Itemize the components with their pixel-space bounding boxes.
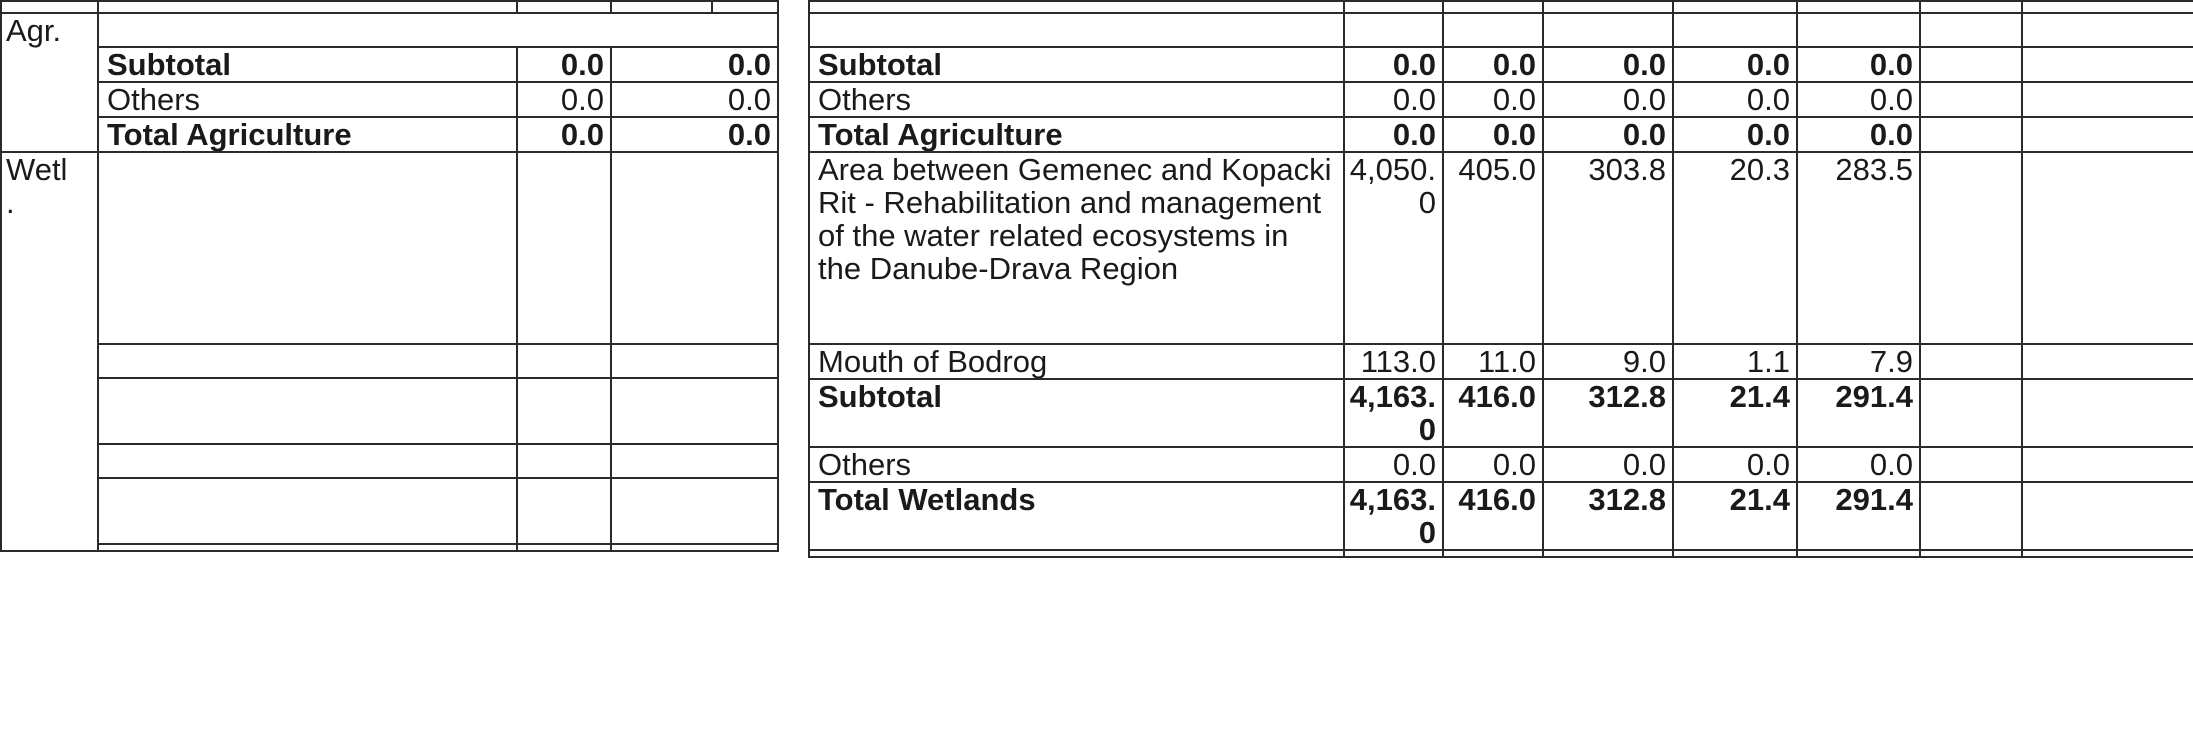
table-row bbox=[1, 343, 779, 379]
value-cell: 0.0 bbox=[1796, 81, 1921, 118]
value-cell: 283.5 bbox=[1796, 151, 1921, 345]
value-cell: 4,050. 0 bbox=[1343, 151, 1444, 345]
value-cell: 312.8 bbox=[1542, 378, 1674, 448]
table-row bbox=[1, 477, 779, 545]
table-row bbox=[1, 443, 779, 479]
table-row bbox=[0, 0, 779, 14]
section-label-wetl: Wetl . bbox=[0, 151, 99, 552]
table-row: Total Agriculture 0.0 0.0 0.0 0.0 0.0 bbox=[808, 116, 2193, 153]
table-row: Subtotal 0.0 0.0 0.0 0.0 0.0 bbox=[808, 46, 2193, 83]
value-cell: 9.0 bbox=[1542, 343, 1674, 380]
value-cell: 0.0 bbox=[1542, 446, 1674, 483]
value-cell: 303.8 bbox=[1542, 151, 1674, 345]
table-row: Others 0.0 0.0 bbox=[1, 81, 779, 118]
row-label: Others bbox=[808, 446, 1345, 483]
value-cell: 0.0 bbox=[1442, 116, 1544, 153]
value-cell: 0.0 bbox=[1343, 446, 1444, 483]
table-row: Area between Gemenec and Kopacki Rit - R… bbox=[808, 151, 2193, 345]
table-row: Subtotal 4,163. 0 416.0 312.8 21.4 291.4 bbox=[808, 378, 2193, 448]
value-cell: 4,163. 0 bbox=[1343, 378, 1444, 448]
value-cell: 291.4 bbox=[1796, 481, 1921, 551]
table-row: Total Agriculture 0.0 0.0 bbox=[1, 116, 779, 153]
row-label: Others bbox=[97, 81, 518, 118]
table-row bbox=[808, 549, 2193, 558]
table-row: Agr. bbox=[0, 12, 779, 153]
value-cell: 0.0 bbox=[1442, 81, 1544, 118]
value-cell: 291.4 bbox=[1796, 378, 1921, 448]
value-cell: 21.4 bbox=[1672, 378, 1798, 448]
value-cell: 0.0 bbox=[516, 81, 612, 118]
value-cell: 0.0 bbox=[1796, 446, 1921, 483]
value-cell: 0.0 bbox=[1796, 116, 1921, 153]
row-label: Total Agriculture bbox=[97, 116, 518, 153]
value-cell: 0.0 bbox=[1542, 46, 1674, 83]
table-row bbox=[808, 12, 2193, 48]
value-cell: 405.0 bbox=[1442, 151, 1544, 345]
table-row: Subtotal 0.0 0.0 bbox=[1, 46, 779, 83]
value-cell: 4,163. 0 bbox=[1343, 481, 1444, 551]
value-cell: 21.4 bbox=[1672, 481, 1798, 551]
row-label: Area between Gemenec and Kopacki Rit - R… bbox=[808, 151, 1345, 345]
value-cell: 0.0 bbox=[610, 46, 779, 83]
value-cell: 0.0 bbox=[1796, 46, 1921, 83]
value-cell: 416.0 bbox=[1442, 481, 1544, 551]
table-row: Mouth of Bodrog 113.0 11.0 9.0 1.1 7.9 bbox=[808, 343, 2193, 380]
value-cell: 113.0 bbox=[1343, 343, 1444, 380]
table-row bbox=[1, 377, 779, 445]
value-cell: 0.0 bbox=[1672, 446, 1798, 483]
value-cell: 416.0 bbox=[1442, 378, 1544, 448]
value-cell: 0.0 bbox=[1343, 116, 1444, 153]
value-cell: 7.9 bbox=[1796, 343, 1921, 380]
value-cell: 0.0 bbox=[1442, 446, 1544, 483]
value-cell: 0.0 bbox=[1442, 46, 1544, 83]
left-table: Agr. Subtotal 0.0 0.0 Others 0.0 0.0 Tot… bbox=[0, 0, 779, 552]
value-cell: 0.0 bbox=[1542, 81, 1674, 118]
value-cell: 0.0 bbox=[516, 46, 612, 83]
value-cell: 0.0 bbox=[1672, 116, 1798, 153]
value-cell: 0.0 bbox=[610, 81, 779, 118]
row-label: Subtotal bbox=[808, 378, 1345, 448]
section-label-agr: Agr. bbox=[0, 12, 99, 153]
value-cell: 11.0 bbox=[1442, 343, 1544, 380]
table-row: Others 0.0 0.0 0.0 0.0 0.0 bbox=[808, 446, 2193, 483]
value-cell: 312.8 bbox=[1542, 481, 1674, 551]
table-row bbox=[808, 0, 2193, 14]
value-cell: 0.0 bbox=[1672, 46, 1798, 83]
value-cell: 0.0 bbox=[1343, 81, 1444, 118]
value-cell: 0.0 bbox=[1542, 116, 1674, 153]
table-row: Others 0.0 0.0 0.0 0.0 0.0 bbox=[808, 81, 2193, 118]
value-cell: 1.1 bbox=[1672, 343, 1798, 380]
table-row bbox=[1, 543, 779, 552]
table-row: Wetl . bbox=[0, 151, 779, 552]
value-cell: 0.0 bbox=[516, 116, 612, 153]
value-cell: 0.0 bbox=[1672, 81, 1798, 118]
right-table: Subtotal 0.0 0.0 0.0 0.0 0.0 Others 0.0 … bbox=[808, 0, 2193, 558]
row-label: Mouth of Bodrog bbox=[808, 343, 1345, 380]
row-label: Total Agriculture bbox=[808, 116, 1345, 153]
row-label: Others bbox=[808, 81, 1345, 118]
row-label: Subtotal bbox=[97, 46, 518, 83]
row-label: Subtotal bbox=[808, 46, 1345, 83]
value-cell: 20.3 bbox=[1672, 151, 1798, 345]
value-cell: 0.0 bbox=[610, 116, 779, 153]
value-cell: 0.0 bbox=[1343, 46, 1444, 83]
row-label: Total Wetlands bbox=[808, 481, 1345, 551]
table-row: Total Wetlands 4,163. 0 416.0 312.8 21.4… bbox=[808, 481, 2193, 551]
